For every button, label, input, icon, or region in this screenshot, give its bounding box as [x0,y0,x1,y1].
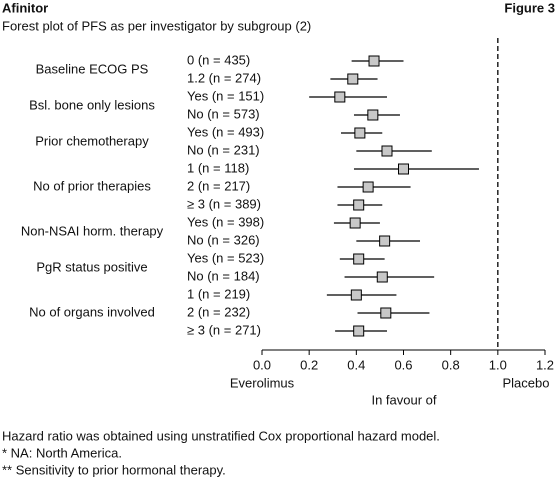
x-tick-label: 0.4 [347,357,365,372]
x-label: In favour of [371,392,436,407]
row-label: 2 (n = 232) [187,304,250,319]
subgroup-label: Non-NSAI horm. therapy [21,223,164,238]
row-label: Yes (n = 493) [187,124,264,139]
row-label: No (n = 184) [187,268,260,283]
estimate-box [380,307,392,319]
x-tick-label: 1.2 [536,357,554,372]
x-label-right: Placebo [503,375,550,390]
row-label: 1 (n = 118) [187,160,249,175]
estimate-box [350,289,362,301]
subgroup-label: Bsl. bone only lesions [29,97,155,112]
row-label: ≥ 3 (n = 389) [187,196,261,211]
x-tick-label: 1.0 [489,357,507,372]
estimate-box [347,73,359,85]
estimate-box [353,199,365,211]
row-label: No (n = 231) [187,142,260,157]
estimate-box [367,109,379,121]
estimate-box [381,145,393,157]
row-label: 1 (n = 219) [187,286,250,301]
estimate-box [354,127,366,139]
footnote: Hazard ratio was obtained using unstrati… [2,428,440,443]
estimate-box [353,325,365,337]
x-tick-label: 0.8 [442,357,460,372]
row-label: Yes (n = 523) [187,250,264,265]
estimate-box [334,91,346,103]
row-label: ≥ 3 (n = 271) [187,322,261,337]
row-label: No (n = 573) [187,106,260,121]
estimate-box [368,55,380,67]
figure-label: Figure 3 [504,0,555,15]
brand: Afinitor [2,0,48,15]
subgroup-label: No of organs involved [29,304,155,319]
subgroup-label: Prior chemotherapy [35,133,149,148]
subgroup-label: Baseline ECOG PS [36,61,149,76]
estimate-box [349,217,361,229]
estimate-box [398,163,409,175]
x-tick-label: 0.6 [394,357,412,372]
estimate-box [376,271,388,283]
estimate-box [362,181,374,193]
estimate-box [353,253,365,265]
x-tick-label: 0.0 [253,357,271,372]
subgroup-label: No of prior therapies [33,178,151,193]
estimate-box [379,235,391,247]
footnote: ** Sensitivity to prior hormonal therapy… [2,462,226,477]
row-label: Yes (n = 151) [187,88,264,103]
row-label: 0 (n = 435) [187,52,250,67]
row-label: 2 (n = 217) [187,178,250,193]
chart-title: Forest plot of PFS as per investigator b… [2,18,311,33]
row-label: No (n = 326) [187,232,260,247]
row-label: 1.2 (n = 274) [187,70,261,85]
x-label-left: Everolimus [230,375,295,390]
subgroup-label: PgR status positive [36,259,147,274]
row-label: Yes (n = 398) [187,214,264,229]
x-tick-label: 0.2 [300,357,318,372]
footnote: * NA: North America. [2,445,122,460]
